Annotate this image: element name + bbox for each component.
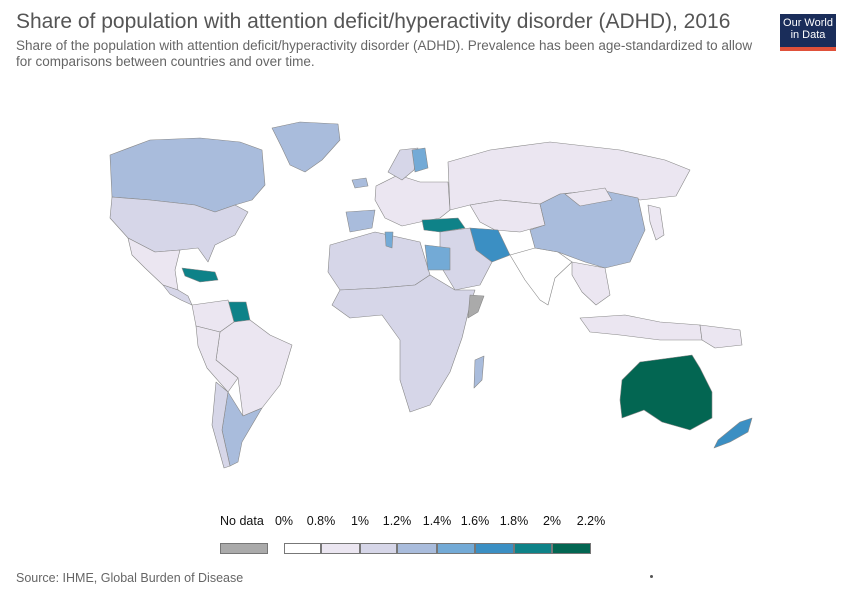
region-papua-new-guinea[interactable] [699,324,743,349]
legend-tick-label: 1.8% [499,514,529,528]
region-india[interactable] [509,247,573,306]
region-southeast-asia[interactable] [571,261,611,306]
legend-tick-label: 0% [274,514,294,528]
region-north-africa[interactable] [327,231,431,291]
legend-swatch-6 [514,543,552,554]
chart-title: Share of population with attention defic… [16,10,731,33]
legend-swatch-3 [397,543,437,554]
source-note: Source: IHME, Global Burden of Disease [16,571,244,585]
region-tunisia[interactable] [384,231,394,249]
region-indonesia[interactable] [579,314,703,341]
legend-no-data-swatch [220,543,268,554]
region-central-asia[interactable] [469,199,546,233]
region-japan[interactable] [647,204,665,241]
region-sub-saharan-africa[interactable] [331,274,476,413]
region-australia[interactable] [619,354,713,431]
legend-swatch-2 [360,543,397,554]
region-turkey[interactable] [421,217,466,233]
region-europe[interactable] [374,174,451,227]
legend-tick-label: 0.8% [306,514,336,528]
decorative-dot [650,575,653,578]
region-egypt[interactable] [424,244,451,271]
legend-no-data-label: No data [220,514,264,528]
legend-tick-label: 1.2% [382,514,412,528]
world-map[interactable] [0,95,850,475]
region-somalia[interactable] [467,294,485,319]
region-peru-bolivia[interactable] [195,325,239,393]
legend-tick-label: 1.4% [422,514,452,528]
legend-swatch-7 [552,543,591,554]
region-caribbean[interactable] [181,267,219,283]
logo-accent-bar [780,47,836,51]
logo-line-2: in Data [790,29,826,41]
region-mongolia[interactable] [564,187,613,207]
chart-subtitle: Share of the population with attention d… [16,38,753,69]
region-spain-portugal[interactable] [345,209,376,233]
legend-swatch-0 [284,543,321,554]
legend-tick-label: 1.6% [460,514,490,528]
region-madagascar[interactable] [473,355,485,389]
region-greenland[interactable] [271,121,341,173]
logo-line-1: Our World [783,17,833,29]
legend-tick-label: 2.2% [576,514,606,528]
region-new-zealand[interactable] [713,417,753,449]
region-chile[interactable] [211,381,231,469]
legend-tick-label: 2% [542,514,562,528]
legend-swatch-5 [475,543,514,554]
owid-logo[interactable]: Our World in Data [780,14,836,51]
legend-swatch-4 [437,543,475,554]
region-finland[interactable] [411,147,429,173]
region-iceland[interactable] [351,177,369,189]
legend-swatch-1 [321,543,360,554]
legend-tick-label: 1% [350,514,370,528]
